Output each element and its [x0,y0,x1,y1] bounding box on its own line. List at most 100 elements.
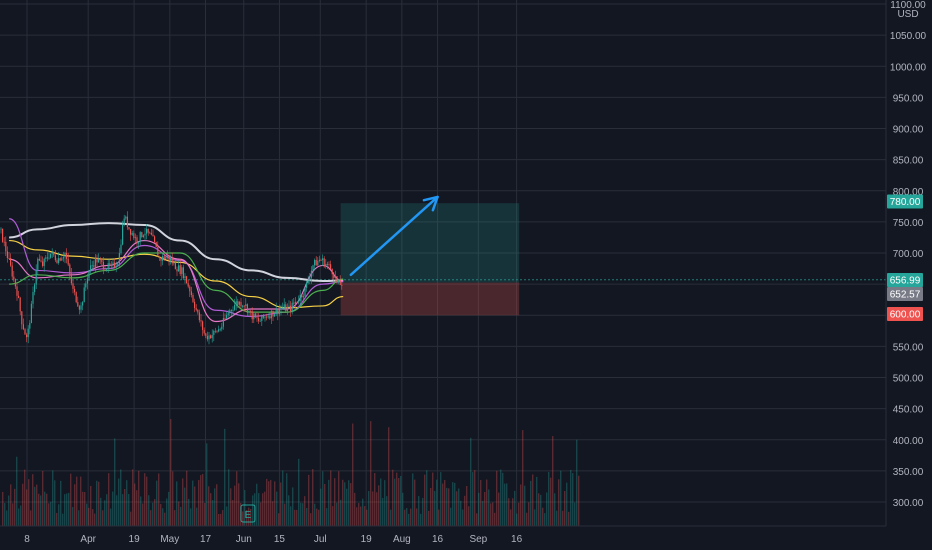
y-tick-label: 1100.00 [890,0,926,11]
y-tick-label: 500.00 [893,374,924,385]
volume-bar [118,478,120,526]
candle-body [144,233,146,236]
volume-bar [552,436,554,526]
volume-bar [320,488,322,526]
volume-bar [258,493,260,526]
candle-body [336,276,338,282]
volume-bar [484,492,486,526]
candle-body [294,301,296,304]
candle-body [70,273,72,284]
volume-bar [292,487,294,526]
x-tick-label: Jul [314,534,327,545]
volume-bar [198,480,200,526]
volume-bar [328,479,330,526]
volume-bar [188,498,190,526]
volume-bar [326,508,328,526]
volume-bar [556,510,558,526]
volume-bar [486,479,488,526]
volume-bar [218,513,220,526]
volume-bar [228,469,230,526]
volume-bar [116,495,118,526]
volume-bar [274,481,276,526]
candle-body [22,324,24,330]
volume-bar [112,491,114,526]
y-tick-label: 700.00 [893,249,924,260]
volume-bar [246,509,248,526]
volume-bar [130,511,132,526]
volume-bar [132,469,134,526]
volume-bar [566,482,568,526]
volume-bar [540,494,542,526]
candle-body [218,329,220,332]
volume-bar [368,491,370,526]
volume-bar [512,498,514,526]
candle-body [230,310,232,312]
volume-bar [42,471,44,526]
time-axis[interactable] [0,525,932,550]
volume-bar [226,506,228,526]
candle-body [202,321,204,330]
candle-body [58,258,60,263]
volume-bar [288,495,290,526]
volume-bar [162,508,164,526]
candle-body [325,263,327,267]
volume-bar [168,491,170,526]
candle-body [133,233,135,239]
volume-bar [60,480,62,526]
volume-bar [578,475,580,526]
candle-body [242,305,244,307]
volume-bar [472,472,474,526]
volume-bar [428,510,430,526]
volume-bar [542,507,544,526]
volume-bar [238,483,240,526]
candle-body [211,335,213,339]
volume-bar [318,509,320,526]
volume-bar [166,498,168,526]
candle-body [34,284,36,293]
volume-bar [250,508,252,526]
volume-bar [478,492,480,526]
candle-body [53,251,55,256]
candle-body [280,308,282,310]
candle-body [256,317,258,319]
volume-bar [422,497,424,526]
candle-body [240,301,242,307]
volume-bar [216,484,218,526]
candle-body [307,280,309,283]
volume-bar [450,507,452,526]
volume-bar [184,487,186,526]
candle-body [96,257,98,263]
volume-bar [66,493,68,526]
candle-body [306,282,308,288]
candle-body [93,265,95,267]
candle-body [125,216,127,219]
volume-bar [458,488,460,526]
candle-body [62,257,64,259]
volume-bar [536,476,538,526]
volume-bar [220,513,222,526]
y-tick-label: 900.00 [893,125,924,136]
candle-body [219,329,221,331]
candle-body [13,276,15,279]
volume-bar [474,470,476,526]
candle-body [182,267,184,279]
volume-bar [18,508,20,526]
candle-body [259,320,261,322]
candle-body [61,258,63,261]
candle-body [302,296,304,298]
volume-bar [378,485,380,526]
price-axis[interactable] [885,0,932,526]
volume-bar [148,495,150,526]
candle-body [66,253,68,259]
candle-body [59,258,61,261]
earnings-marker[interactable]: E [240,504,256,523]
volume-bar [104,500,106,526]
trend-arrow[interactable] [349,195,439,277]
volume-bar [502,472,504,526]
candle-body [51,251,53,254]
volume-bar [464,495,466,526]
long-position-tool[interactable] [0,203,886,316]
volume-bar [44,491,46,526]
candle-body [83,287,85,303]
